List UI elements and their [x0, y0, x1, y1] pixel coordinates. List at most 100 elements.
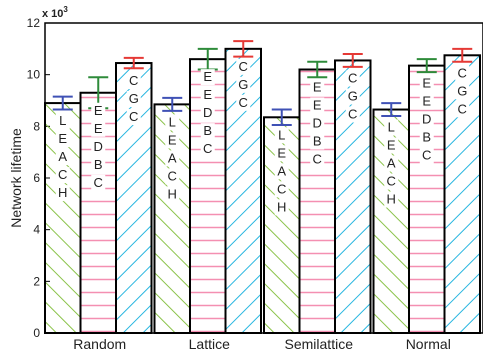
y-multiplier-label: x 103: [42, 5, 68, 20]
bar-letter-bg: [200, 69, 215, 86]
bar-letter-bg: [274, 127, 289, 144]
bar-letter-bg: [200, 87, 215, 104]
y-tick-label: 0: [33, 326, 40, 340]
bar-series-letter: G: [457, 83, 467, 98]
y-tick-label: 8: [33, 119, 40, 133]
bar-series-letter: B: [203, 123, 212, 138]
bar-letter-bg: [345, 106, 360, 123]
bar-series-letter: C: [422, 148, 431, 163]
bar-series-letter: B: [422, 130, 431, 145]
bar-series-letter: C: [94, 175, 103, 190]
bar-series-letter: H: [58, 185, 67, 200]
bar-series-letter: C: [348, 106, 357, 121]
bar-letter-bg: [91, 174, 106, 191]
bar-letter-bg: [419, 111, 434, 128]
bar-letter-bg: [55, 149, 70, 166]
bar-letter-bg: [419, 75, 434, 92]
x-category-label: Normal: [406, 336, 451, 352]
error-bar-cgc-lattice: [233, 40, 254, 58]
bar-letter-bg: [345, 88, 360, 105]
y-axis-label: Network lifetime: [8, 128, 24, 228]
y-tick-label: 12: [27, 16, 41, 30]
bar-letter-bg: [165, 114, 180, 131]
x-category-label: Random: [73, 336, 126, 352]
bar-series-letter: E: [58, 131, 67, 146]
bar-letter-bg: [384, 173, 399, 190]
bar-letter-bg: [310, 151, 325, 168]
bar-series-letter: C: [129, 73, 138, 88]
bar-letter-bg: [126, 109, 141, 126]
bar-letter-bg: [55, 167, 70, 184]
bar-series-letter: B: [94, 157, 103, 172]
plot-area-frame: [44, 22, 483, 334]
bar-letter-bg: [91, 102, 106, 119]
bar-letter-bg: [55, 185, 70, 202]
bar-series-letter: C: [58, 167, 67, 182]
bar-series-letter: C: [203, 141, 212, 156]
bar-series-letter: L: [59, 113, 66, 128]
bar-series-letter: E: [313, 98, 322, 113]
bar-letter-bg: [236, 94, 251, 111]
bar-series-letter: E: [168, 132, 177, 147]
bar-series-letter: A: [277, 163, 286, 178]
bar-series-letter: E: [94, 103, 103, 118]
x-axis-category-labels: Random Lattice Semilattice Normal: [73, 336, 451, 352]
bar-series-letter: A: [58, 149, 67, 164]
bar-letter-bg: [55, 131, 70, 148]
bar-series-letter: D: [94, 139, 103, 154]
error-bar-cgc-semilattice: [342, 53, 363, 68]
bar-letter-bg: [274, 199, 289, 216]
bar-series-letter: D: [313, 116, 322, 131]
bar-letter-bg: [310, 79, 325, 96]
bar-series-letter: E: [422, 94, 431, 109]
bar-series-letter: B: [313, 134, 322, 149]
bar-letter-bg: [91, 156, 106, 173]
bar-series-letter: L: [278, 127, 285, 142]
bar-letter-bg: [165, 186, 180, 203]
bar-series-letter: E: [94, 121, 103, 136]
bar-series-letter: G: [238, 77, 248, 92]
error-bar-leach-lattice: [162, 96, 183, 112]
error-bars-layer: [52, 40, 473, 127]
bar-series-letter: H: [277, 199, 286, 214]
error-bar-cgc-normal: [452, 47, 473, 63]
bar-series-letter: L: [388, 120, 395, 135]
bar-series-letter: C: [277, 181, 286, 196]
bar-letter-bg: [55, 113, 70, 130]
bar-letter-bg: [165, 132, 180, 149]
bar-series-letter: A: [387, 156, 396, 171]
bar-series-letter: C: [458, 101, 467, 116]
y-tick-label: 6: [33, 171, 40, 185]
bar-letter-bg: [165, 150, 180, 167]
x-category-label: Semilattice: [285, 336, 354, 352]
error-bar-leach-random: [52, 95, 73, 111]
bar-letter-bg: [384, 191, 399, 208]
bar-series-letter: G: [129, 91, 139, 106]
bar-letter-bg: [384, 137, 399, 154]
bar-letter-bg: [200, 141, 215, 158]
bar-letter-bg: [165, 168, 180, 185]
bar-letter-bg: [274, 145, 289, 162]
error-bar-eedbc-semilattice: [307, 60, 328, 79]
bar-series-letter: C: [168, 168, 177, 183]
bar-letter-bg: [310, 115, 325, 132]
bar-letter-bg: [419, 147, 434, 164]
y-tick-label: 10: [27, 68, 41, 82]
bar-series-letter: G: [348, 88, 358, 103]
bar-series-letter: C: [348, 70, 357, 85]
bar-series-letter: C: [387, 174, 396, 189]
bar-letter-bg: [200, 105, 215, 122]
bar-letter-bg: [91, 138, 106, 155]
bar-letter-bg: [236, 58, 251, 75]
bar-series-letter: E: [203, 69, 212, 84]
x-category-label: Lattice: [189, 336, 230, 352]
y-axis-ticks: 0 2 4 6 8 10 12: [27, 16, 50, 340]
bar-series-letter: E: [313, 80, 322, 95]
bar-series-letter: H: [168, 186, 177, 201]
error-bar-eedbc-normal: [416, 58, 437, 74]
y-tick-label: 2: [33, 274, 40, 288]
bar-letter-bg: [274, 163, 289, 180]
bar-letter-bg: [455, 101, 470, 118]
